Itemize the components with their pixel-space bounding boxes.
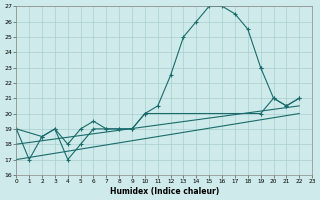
X-axis label: Humidex (Indice chaleur): Humidex (Indice chaleur) — [109, 187, 219, 196]
